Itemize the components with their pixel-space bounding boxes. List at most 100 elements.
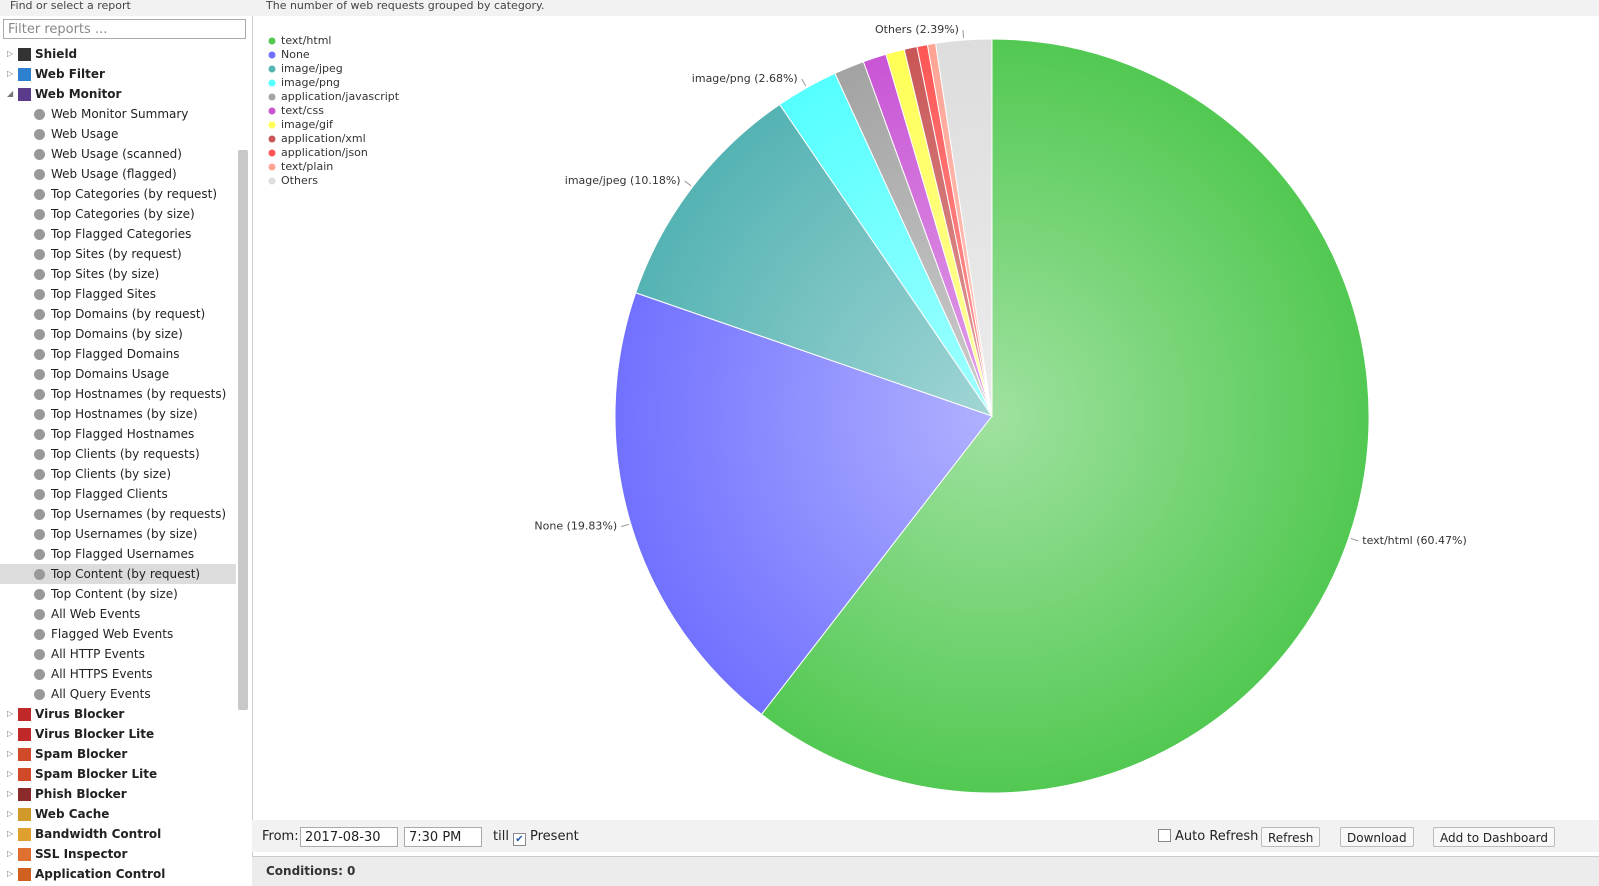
refresh-button[interactable]: Refresh <box>1261 827 1321 847</box>
app-group-label: Virus Blocker Lite <box>35 727 155 741</box>
report-item[interactable]: Top Domains Usage <box>0 364 236 384</box>
slice-label: image/png (2.68%) <box>692 72 798 85</box>
report-item[interactable]: Web Usage (scanned) <box>0 144 236 164</box>
app-group[interactable]: Web Filter ▷ <box>0 64 236 84</box>
report-item[interactable]: Top Sites (by size) <box>0 264 236 284</box>
report-item[interactable]: Top Domains (by size) <box>0 324 236 344</box>
app-group-label: SSL Inspector <box>35 847 128 861</box>
legend-label: text/plain <box>281 160 333 173</box>
report-item[interactable]: Top Categories (by size) <box>0 204 236 224</box>
report-item[interactable]: Top Flagged Categories <box>0 224 236 244</box>
expander[interactable]: ▷ <box>7 869 14 878</box>
time-field[interactable]: 7:30 PM <box>404 827 482 847</box>
add-dashboard-button[interactable]: Add to Dashboard <box>1433 827 1556 847</box>
app-group[interactable]: Spam Blocker ▷ <box>0 744 236 764</box>
date-field[interactable]: 2017-08-30 <box>300 827 398 847</box>
legend-swatch <box>268 79 276 87</box>
report-item[interactable]: Top Domains (by request) <box>0 304 236 324</box>
auto-refresh-checkbox[interactable] <box>1158 829 1171 842</box>
filter-input[interactable]: Filter reports ... <box>3 19 246 39</box>
report-item-label: Top Flagged Categories <box>51 227 192 241</box>
expander[interactable]: ▷ <box>7 709 14 718</box>
expander[interactable]: ▷ <box>7 729 14 738</box>
legend-swatch <box>268 135 276 143</box>
report-item-label: All HTTPS Events <box>51 667 153 681</box>
report-icon <box>34 629 45 640</box>
app-icon <box>18 48 31 61</box>
app-group[interactable]: Bandwidth Control ▷ <box>0 824 236 844</box>
report-icon <box>34 109 45 120</box>
expander[interactable]: ▷ <box>7 749 14 758</box>
report-icon <box>34 329 45 340</box>
report-item[interactable]: Top Hostnames (by requests) <box>0 384 236 404</box>
report-item[interactable]: All HTTP Events <box>0 644 236 664</box>
report-item[interactable]: Top Usernames (by requests) <box>0 504 236 524</box>
report-item[interactable]: Web Monitor Summary <box>0 104 236 124</box>
report-icon <box>34 609 45 620</box>
app-group[interactable]: Virus Blocker Lite ▷ <box>0 724 236 744</box>
report-item[interactable]: Top Flagged Domains <box>0 344 236 364</box>
app-group[interactable]: Web Monitor ◢ <box>0 84 236 104</box>
report-item[interactable]: Top Content (by request) <box>0 564 236 584</box>
auto-refresh-option[interactable]: Auto Refresh <box>1158 827 1258 847</box>
download-button[interactable]: Download <box>1340 827 1414 847</box>
scrollbar[interactable] <box>238 150 248 710</box>
legend-label: text/css <box>281 104 324 117</box>
expander[interactable]: ◢ <box>7 89 14 98</box>
report-item[interactable]: Top Flagged Sites <box>0 284 236 304</box>
report-item[interactable]: Web Usage (flagged) <box>0 164 236 184</box>
report-icon <box>34 229 45 240</box>
report-item[interactable]: Top Hostnames (by size) <box>0 404 236 424</box>
expander[interactable]: ▷ <box>7 849 14 858</box>
app-group[interactable]: Application Control ▷ <box>0 864 236 884</box>
report-item[interactable]: All HTTPS Events <box>0 664 236 684</box>
toolbar: From: 2017-08-30 7:30 PM till ✔ Present A… <box>252 820 1599 852</box>
app-group[interactable]: Phish Blocker ▷ <box>0 784 236 804</box>
report-item[interactable]: All Web Events <box>0 604 236 624</box>
conditions-bar[interactable]: Conditions: 0 <box>252 856 1599 886</box>
legend-label: Others <box>281 174 318 187</box>
app-group-label: Application Control <box>35 867 166 881</box>
expander[interactable]: ▷ <box>7 789 14 798</box>
app-icon <box>18 868 31 881</box>
report-item[interactable]: Top Categories (by request) <box>0 184 236 204</box>
report-icon <box>34 409 45 420</box>
report-item[interactable]: Web Usage <box>0 124 236 144</box>
report-icon <box>34 389 45 400</box>
expander[interactable]: ▷ <box>7 69 14 78</box>
report-item[interactable]: Top Clients (by requests) <box>0 444 236 464</box>
report-item[interactable]: Top Sites (by request) <box>0 244 236 264</box>
app-group-label: Web Filter <box>35 67 105 81</box>
report-item[interactable]: All Query Events <box>0 684 236 704</box>
app-group[interactable]: Shield ▷ <box>0 44 236 64</box>
report-item[interactable]: Flagged Web Events <box>0 624 236 644</box>
expander[interactable]: ▷ <box>7 809 14 818</box>
report-icon <box>34 429 45 440</box>
app-group-label: Spam Blocker <box>35 747 128 761</box>
app-icon <box>18 828 31 841</box>
report-icon <box>34 569 45 580</box>
present-checkbox[interactable]: ✔ <box>513 833 526 846</box>
expander[interactable]: ▷ <box>7 769 14 778</box>
report-icon <box>34 309 45 320</box>
expander[interactable]: ▷ <box>7 829 14 838</box>
present-option[interactable]: ✔ Present <box>513 827 579 847</box>
report-item[interactable]: Top Flagged Hostnames <box>0 424 236 444</box>
app-group[interactable]: SSL Inspector ▷ <box>0 844 236 864</box>
report-icon <box>34 249 45 260</box>
report-item[interactable]: Top Usernames (by size) <box>0 524 236 544</box>
app-group[interactable]: Spam Blocker Lite ▷ <box>0 764 236 784</box>
report-icon <box>34 469 45 480</box>
till-label: till <box>493 829 509 844</box>
report-item[interactable]: Top Flagged Usernames <box>0 544 236 564</box>
report-item[interactable]: Top Content (by size) <box>0 584 236 604</box>
expander[interactable]: ▷ <box>7 49 14 58</box>
report-item[interactable]: Top Flagged Clients <box>0 484 236 504</box>
app-group[interactable]: Virus Blocker ▷ <box>0 704 236 724</box>
report-icon <box>34 169 45 180</box>
from-label: From: <box>262 829 299 844</box>
app-group[interactable]: Web Cache ▷ <box>0 804 236 824</box>
report-item[interactable]: Top Clients (by size) <box>0 464 236 484</box>
